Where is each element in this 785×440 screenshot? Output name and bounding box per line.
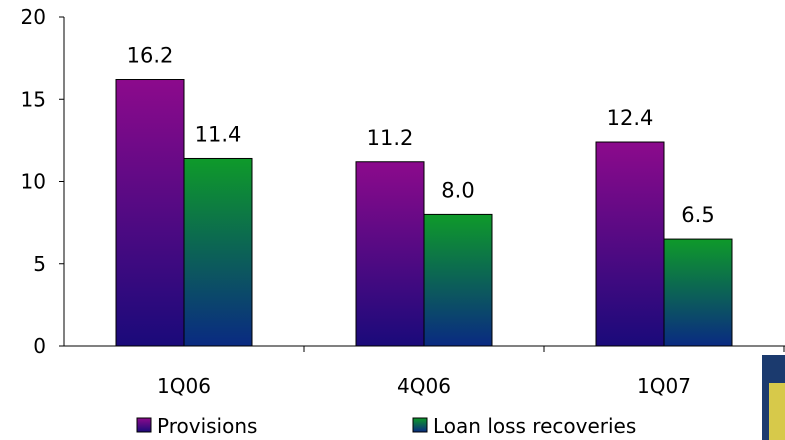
- y-tick-label: 15: [21, 87, 46, 111]
- legend-swatch-provisions: [136, 417, 152, 433]
- data-label-provisions-1q07: 12.4: [607, 106, 654, 130]
- data-label-loan-loss-recoveries-1q07: 6.5: [681, 203, 714, 227]
- x-category-label-4q06: 4Q06: [397, 374, 451, 398]
- bar-loan-loss-recoveries-4q06: [423, 213, 493, 347]
- legend-label-provisions: Provisions: [157, 414, 257, 438]
- data-label-provisions-4q06: 11.2: [367, 126, 414, 150]
- x-category-label-1q06: 1Q06: [157, 374, 211, 398]
- bar-provisions-1q06: [115, 79, 185, 347]
- bar-loan-loss-recoveries-1q07: [663, 238, 733, 347]
- x-category-label-1q07: 1Q07: [637, 374, 691, 398]
- corner-logo-inner: [769, 383, 785, 440]
- y-tick-label: 10: [21, 170, 46, 194]
- legend: Provisions Loan loss recoveries: [136, 414, 636, 438]
- bar-provisions-1q07: [595, 141, 665, 347]
- data-label-loan-loss-recoveries-1q06: 11.4: [195, 122, 242, 146]
- corner-logo-fragment: [762, 355, 785, 440]
- y-tick-label: 20: [21, 5, 46, 29]
- legend-label-loan-loss-recoveries: Loan loss recoveries: [433, 414, 636, 438]
- data-label-provisions-1q06: 16.2: [127, 44, 174, 68]
- y-tick-label: 0: [33, 334, 46, 358]
- legend-swatch-loan-loss-recoveries: [412, 417, 428, 433]
- bar-loan-loss-recoveries-1q06: [183, 157, 253, 347]
- data-label-loan-loss-recoveries-4q06: 8.0: [441, 178, 474, 202]
- y-tick-label: 5: [33, 252, 46, 276]
- bar-provisions-4q06: [355, 161, 425, 347]
